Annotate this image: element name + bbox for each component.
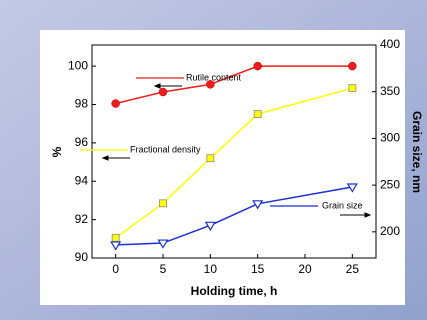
point [254, 62, 262, 70]
x-tick-label: 10 [204, 262, 218, 276]
y-tick-label: 96 [75, 135, 89, 149]
x-tick-label: 15 [251, 262, 265, 276]
point [348, 62, 356, 70]
point [207, 155, 214, 162]
x-tick-label: 25 [346, 262, 360, 276]
y-tick-label: 100 [68, 58, 88, 72]
y2-tick-label: 200 [380, 224, 400, 238]
y-tick-label: 90 [75, 250, 89, 264]
y2-tick-label: 350 [380, 84, 400, 98]
chart: % Grain size, nm Holding time, h 0 5 10 15 2… [0, 0, 427, 320]
y2-tick-label: 400 [380, 37, 400, 51]
y-tick-label: 94 [75, 173, 89, 187]
y-tick-label: 98 [75, 97, 89, 111]
annotation: Grain size [322, 200, 363, 210]
point [349, 85, 356, 92]
y2-tick-label: 250 [380, 177, 400, 191]
point [159, 88, 167, 96]
y-tick-label: 92 [75, 212, 89, 226]
x-tick-label: 0 [112, 262, 119, 276]
point [254, 111, 261, 118]
point [112, 100, 120, 108]
x-axis-label: Holding time, h [191, 284, 278, 298]
point [160, 200, 167, 207]
y2-tick-label: 300 [380, 131, 400, 145]
y-axis-label: % [50, 146, 64, 157]
annotation: Fractional density [130, 144, 201, 154]
y2-axis-label: Grain size, nm [410, 111, 424, 193]
x-tick-label: 20 [298, 262, 312, 276]
x-tick-label: 5 [160, 262, 167, 276]
annotation: Rutile content [186, 72, 242, 82]
point [112, 234, 119, 241]
